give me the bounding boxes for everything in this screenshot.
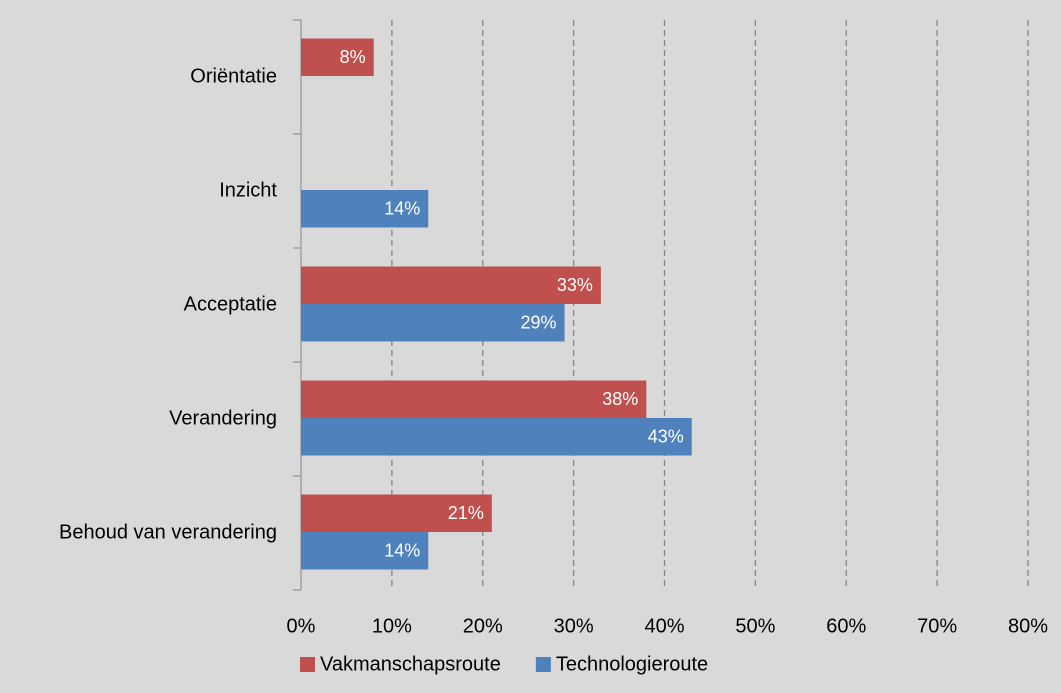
data-label: 21% [448, 503, 484, 523]
y-tick-label: Inzicht [219, 179, 277, 201]
y-tick-label: Acceptatie [184, 293, 277, 315]
legend-swatch [300, 657, 315, 672]
x-tick-label: 80% [1008, 615, 1048, 637]
x-tick-label: 50% [735, 615, 775, 637]
bar [301, 38, 374, 76]
x-tick-label: 0% [287, 615, 316, 637]
x-tick-label: 10% [372, 615, 412, 637]
y-tick-label: Behoud van verandering [59, 521, 277, 543]
data-label: 14% [384, 199, 420, 219]
data-label: 33% [557, 275, 593, 295]
bar [301, 494, 492, 532]
data-label: 38% [602, 389, 638, 409]
y-tick-label: Verandering [169, 407, 277, 429]
x-tick-label: 20% [463, 615, 503, 637]
x-tick-label: 40% [644, 615, 684, 637]
legend-label: Vakmanschapsroute [320, 653, 501, 675]
bar [301, 532, 429, 570]
bar [301, 418, 692, 456]
bar [301, 304, 565, 342]
data-label: 29% [521, 313, 557, 333]
bar [301, 266, 601, 304]
y-tick-label: Oriëntatie [190, 65, 277, 87]
data-label: 14% [384, 541, 420, 561]
data-label: 43% [648, 427, 684, 447]
data-label: 8% [340, 47, 366, 67]
x-tick-label: 30% [554, 615, 594, 637]
legend-swatch [535, 657, 551, 672]
legend-label: Technologieroute [556, 653, 708, 675]
bar [301, 190, 429, 228]
x-tick-label: 70% [917, 615, 957, 637]
x-tick-label: 60% [826, 615, 866, 637]
bar [301, 380, 647, 418]
